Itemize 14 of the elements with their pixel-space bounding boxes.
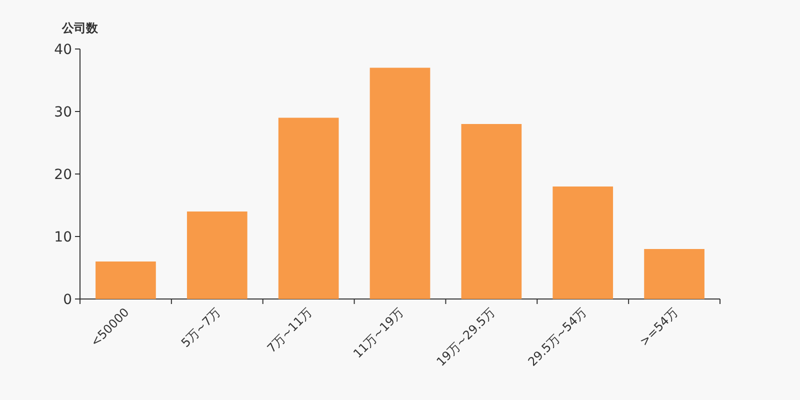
y-axis-title: 公司数 <box>61 21 99 35</box>
y-tick-label: 20 <box>54 167 72 183</box>
y-tick-label: 10 <box>54 230 72 246</box>
y-tick-label: 0 <box>63 292 72 308</box>
bar <box>278 118 339 299</box>
y-tick-label: 40 <box>54 42 72 58</box>
bar <box>461 124 522 299</box>
bar <box>552 186 614 299</box>
bar <box>96 262 156 299</box>
x-tick-label: 5万~7万 <box>178 305 224 350</box>
bar <box>644 249 704 299</box>
bar <box>186 212 248 299</box>
y-tick-label: 30 <box>54 104 72 120</box>
bar <box>370 68 430 299</box>
